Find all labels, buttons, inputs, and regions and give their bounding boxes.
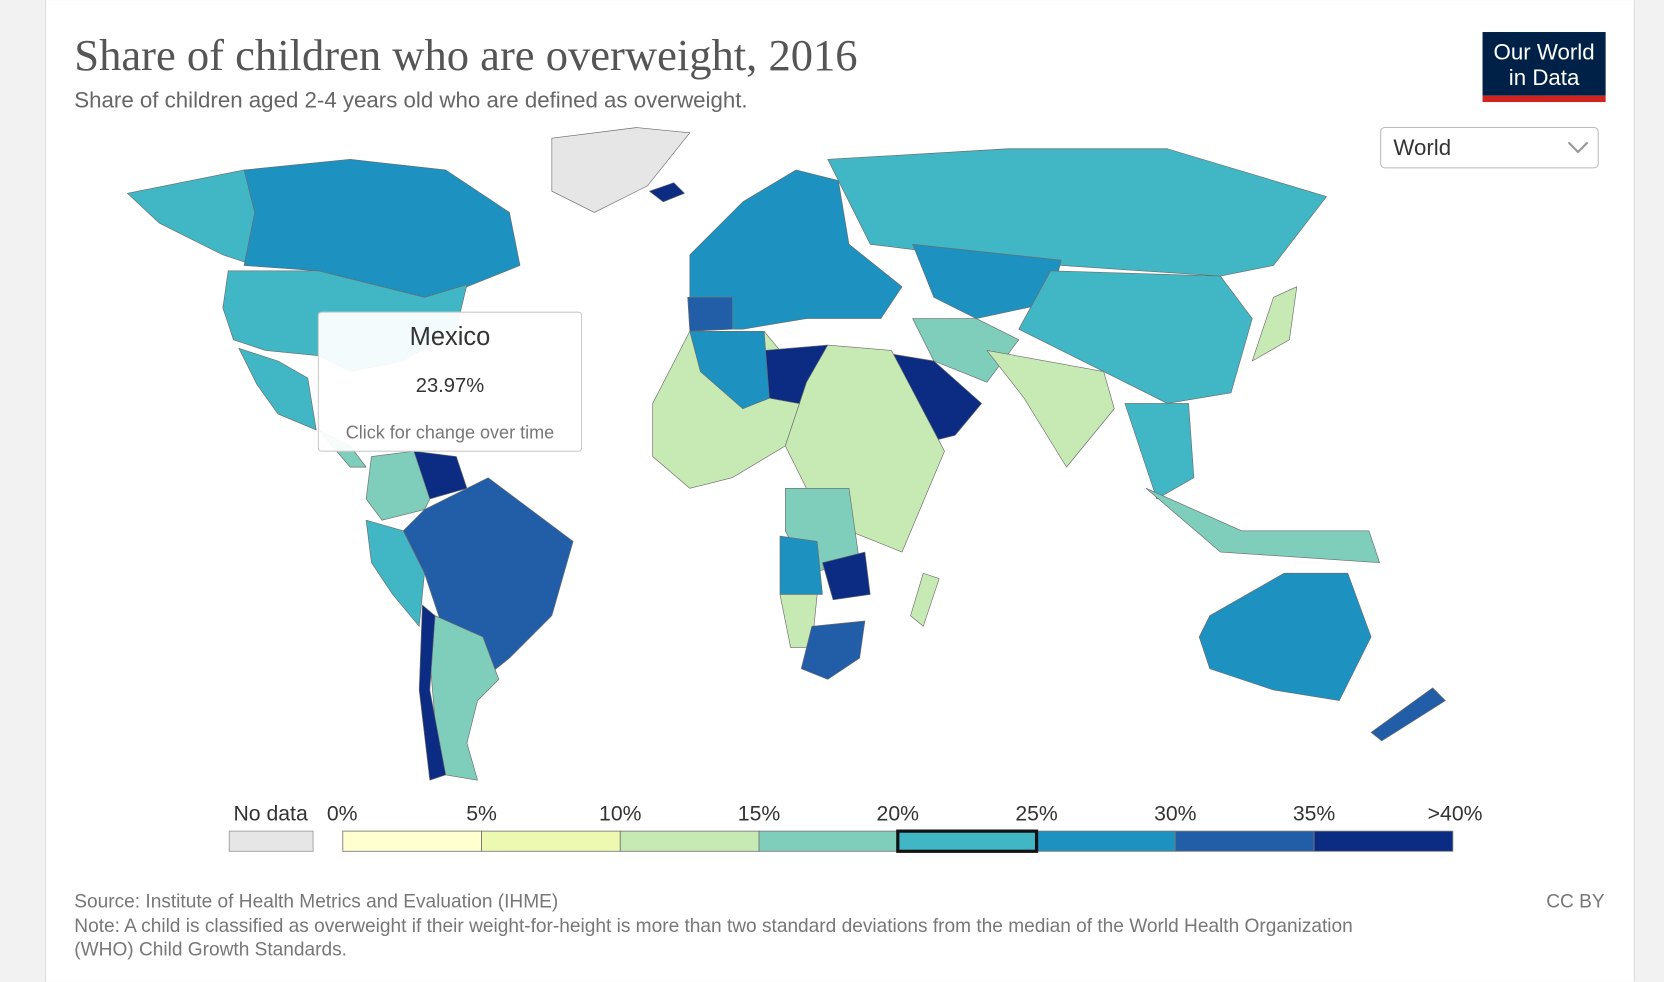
india[interactable] [986, 350, 1115, 468]
legend-bin [897, 830, 1037, 852]
no-data-label: No data [233, 803, 308, 826]
russia[interactable] [827, 148, 1327, 277]
legend: No data 0% 5% 10% 15% 20% 25% 30% 35% >40% [228, 803, 1483, 853]
legend-tick-label: 0% [327, 803, 358, 826]
logo-text: Our World [1494, 40, 1595, 65]
tooltip-country: Mexico [410, 323, 491, 351]
tooltip-box [317, 311, 583, 452]
china[interactable] [1018, 270, 1253, 404]
legend-tick-label: 20% [877, 803, 920, 826]
legend-bin [619, 830, 760, 852]
license[interactable]: CC BY [1546, 892, 1605, 913]
australia[interactable] [1198, 572, 1372, 701]
legend-bin [1313, 830, 1454, 852]
select-box[interactable] [1380, 126, 1599, 169]
legend-bin [758, 830, 899, 852]
spain[interactable] [687, 297, 733, 332]
new-zealand[interactable] [1370, 687, 1446, 742]
chile[interactable] [418, 604, 447, 781]
tooltip: Mexico 23.97% Click for change over time [317, 311, 583, 452]
iceland[interactable] [649, 182, 685, 203]
peru[interactable] [365, 519, 425, 627]
mexico[interactable] [238, 347, 317, 431]
logo: Our World in Data [1482, 32, 1606, 103]
logo-strip [1482, 95, 1606, 103]
tooltip-hint: Click for change over time [346, 422, 554, 442]
kazakhstan[interactable] [912, 243, 1062, 319]
greenland[interactable] [551, 127, 691, 213]
legend-tick-label: 35% [1293, 803, 1336, 826]
southeast-asia[interactable] [1124, 403, 1195, 500]
legend-highlight [896, 829, 1039, 853]
tooltip-value: 23.97% [416, 375, 484, 397]
legend-bin [1036, 830, 1176, 852]
legend-tick-label: 10% [599, 803, 642, 826]
angola[interactable] [779, 535, 823, 595]
note: (WHO) Child Growth Standards. [74, 939, 347, 960]
argentina[interactable] [429, 615, 500, 781]
legend-bin [1174, 830, 1315, 852]
legend-tick-label: 25% [1015, 803, 1058, 826]
region-select[interactable]: World [1380, 126, 1599, 169]
select-arrow [1567, 141, 1589, 154]
algeria[interactable] [689, 330, 770, 410]
zambia[interactable] [822, 551, 871, 601]
south-africa[interactable] [800, 620, 866, 680]
subtitle: Share of children aged 2-4 years old who… [74, 87, 747, 112]
legend-bin [481, 830, 621, 852]
legend-bin [342, 830, 482, 852]
logo-box [1482, 32, 1606, 96]
logo-text: in Data [1509, 65, 1580, 90]
source: Source: Institute of Health Metrics and … [74, 892, 558, 913]
no-data-swatch [228, 830, 314, 852]
legend-tick-label: >40% [1428, 803, 1483, 826]
title: Share of children who are overweight, 20… [74, 30, 857, 80]
canada[interactable] [243, 159, 521, 298]
japan[interactable] [1251, 286, 1298, 362]
note: Note: A child is classified as overweigh… [74, 916, 1353, 937]
legend-tick-label: 30% [1154, 803, 1197, 826]
indonesia[interactable] [1145, 488, 1380, 563]
madagascar[interactable] [910, 572, 940, 627]
select-value[interactable]: World [1393, 135, 1451, 160]
legend-tick-label: 5% [466, 803, 497, 826]
legend-tick-label: 15% [738, 803, 781, 826]
